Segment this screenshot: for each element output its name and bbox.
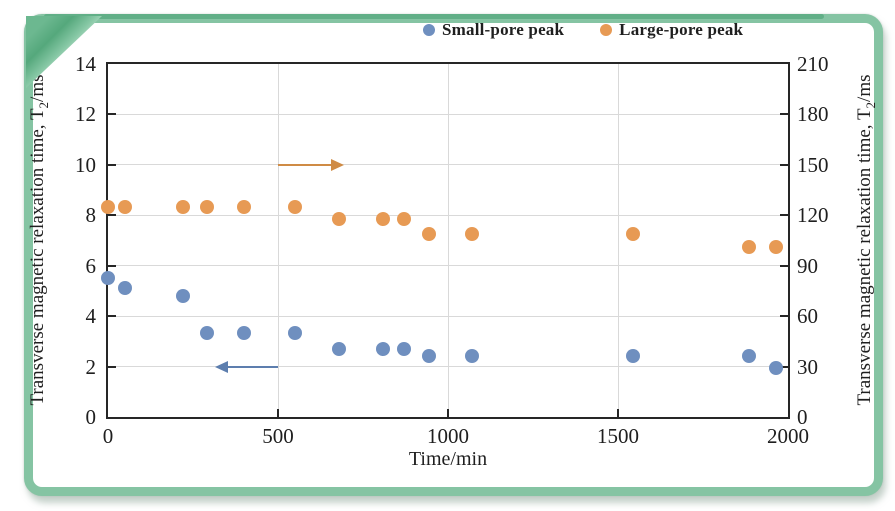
tick-right-30 [780,365,788,368]
data-point-small-pore-peak-3 [199,325,214,340]
data-point-large-pore-peak-6 [332,211,347,226]
data-point-large-pore-peak-4 [237,199,251,214]
data-point-small-pore-peak-6 [332,341,347,356]
data-point-small-pore-peak-12 [741,349,756,364]
y-axis-title-right-text: Transverse magnetic relaxation time, T [854,108,875,406]
gridline-horizontal-6 [108,265,788,267]
legend-marker-small-pore-icon [423,24,435,36]
tick-left-12 [108,113,116,116]
x-axis-title: Time/min [408,448,488,470]
frame-top-accent [44,14,824,19]
data-point-large-pore-peak-5 [288,199,302,214]
tick-right-60 [780,315,788,318]
label-left-8: 8 [85,203,97,228]
label-left-6: 6 [85,253,97,278]
legend-item-large-pore-peak: Large-pore peak [600,20,743,40]
label-right-120: 120 [797,203,829,228]
label-right-150: 150 [797,152,829,177]
label-left-10: 10 [75,152,96,177]
data-point-small-pore-peak-2 [175,288,190,303]
data-point-small-pore-peak-11 [626,349,641,364]
label-x-2000: 2000 [767,424,809,448]
label-x-500: 500 [262,424,294,448]
data-point-large-pore-peak-11 [626,226,641,241]
data-point-small-pore-peak-13 [769,360,784,375]
data-point-large-pore-peak-0 [101,199,115,214]
data-point-small-pore-peak-1 [118,281,132,296]
tick-left-4 [108,315,116,318]
data-point-large-pore-peak-8 [396,211,411,226]
data-point-large-pore-peak-10 [464,226,479,241]
arrow-line-large-pore [278,163,332,166]
label-left-4: 4 [85,304,97,329]
arrow-head-right-large-pore [331,158,345,171]
label-right-90: 90 [797,253,818,278]
label-right-0: 0 [797,405,808,429]
label-x-1000: 1000 [427,424,469,448]
y-axis-title-right-subscript: 2 [862,101,878,109]
label-left-0: 0 [85,405,97,429]
data-point-small-pore-peak-0 [101,271,115,286]
label-right-180: 180 [797,102,829,127]
data-point-small-pore-peak-9 [422,349,437,364]
label-x-1500: 1500 [597,424,639,448]
y-axis-title-right-unit: /ms [854,74,875,102]
data-point-small-pore-peak-10 [464,349,479,364]
gridline-horizontal-8 [108,214,788,216]
data-point-large-pore-peak-7 [376,211,391,226]
data-point-large-pore-peak-9 [422,226,437,241]
gridline-vertical-500 [277,64,279,417]
tick-x-1000 [447,409,449,417]
label-right-60: 60 [797,304,818,329]
label-left-14: 14 [75,52,96,76]
label-right-30: 30 [797,354,818,379]
y-axis-title-left-subscript: 2 [35,101,51,109]
tick-left-6 [108,264,116,267]
tick-left-10 [108,163,116,166]
data-point-large-pore-peak-13 [769,240,784,255]
y-axis-title-left: Transverse magnetic relaxation time, T2/… [27,20,51,460]
label-right-210: 210 [797,52,829,76]
chart-legend: Small-pore peak Large-pore peak [423,20,743,40]
gridline-vertical-1000 [447,64,449,417]
gridline-horizontal-12 [108,113,788,115]
tick-right-90 [780,264,788,267]
legend-item-small-pore-peak: Small-pore peak [423,20,564,40]
gridline-horizontal-10 [108,164,788,166]
tick-x-1500 [617,409,619,417]
data-point-large-pore-peak-3 [199,199,214,214]
data-point-small-pore-peak-8 [396,341,411,356]
arrow-line-small-pore [228,365,278,368]
plot-frame [106,62,790,419]
data-point-small-pore-peak-7 [376,341,391,356]
legend-label-large-pore: Large-pore peak [619,20,744,39]
arrow-head-left-small-pore [215,360,229,373]
data-point-large-pore-peak-1 [118,199,132,214]
data-point-large-pore-peak-2 [175,199,190,214]
tick-right-120 [780,214,788,217]
gridline-horizontal-2 [108,366,788,368]
data-point-small-pore-peak-5 [288,325,302,340]
label-left-2: 2 [85,354,97,379]
label-left-12: 12 [75,102,96,127]
tick-right-150 [780,163,788,166]
data-point-large-pore-peak-12 [741,240,756,255]
legend-marker-large-pore-icon [600,24,613,36]
tick-x-500 [277,409,279,417]
tick-right-180 [780,113,788,116]
gridline-horizontal-4 [108,315,788,317]
tick-left-2 [108,365,116,368]
tick-left-8 [108,214,116,217]
legend-label-small-pore: Small-pore peak [442,20,565,39]
data-point-small-pore-peak-4 [237,325,251,340]
label-x-0: 0 [102,424,114,448]
gridline-vertical-1500 [617,64,619,417]
y-axis-title-right: Transverse magnetic relaxation time, T2/… [854,20,878,460]
y-axis-title-left-text: Transverse magnetic relaxation time, T [27,108,48,406]
